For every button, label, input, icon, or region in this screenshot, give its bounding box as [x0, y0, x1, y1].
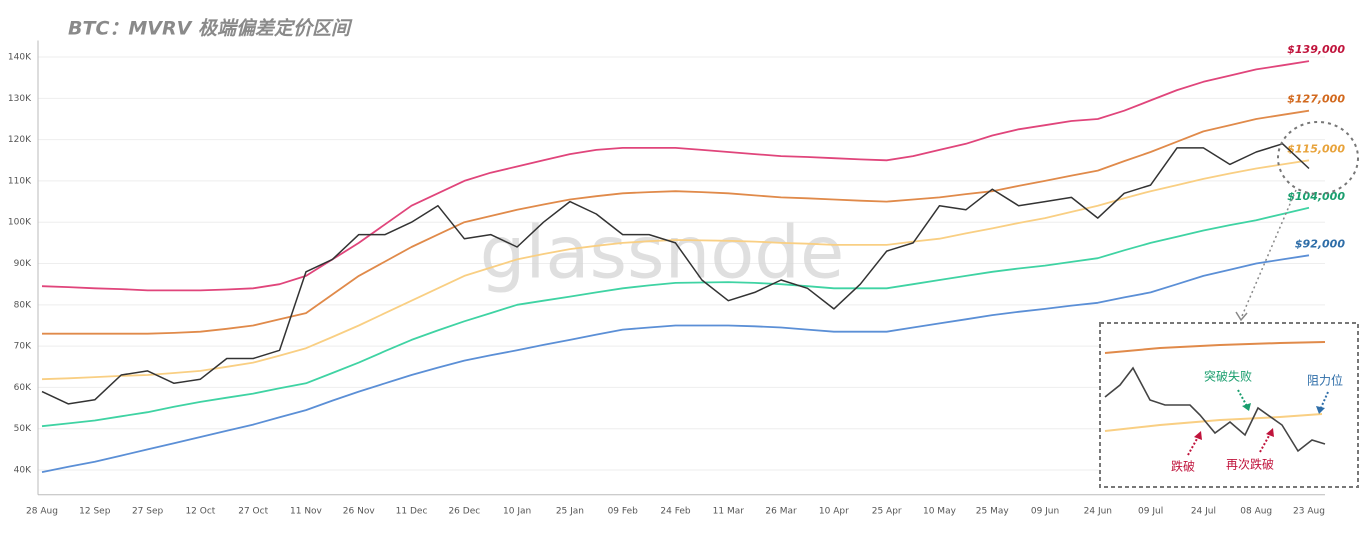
- x-tick-label: 09 Feb: [608, 507, 639, 517]
- series-line: [41, 159, 1310, 381]
- series-line: [42, 109, 1310, 335]
- grid-layer: 40K 50K 60K 70K 80K 90K 100K 110K 120K 130K 140K 28…: [8, 40, 1325, 517]
- y-tick-label: 90K: [14, 259, 32, 269]
- series-end-label: $127,000: [1287, 93, 1345, 106]
- annotation-arrow-head: [1266, 428, 1274, 437]
- x-tick-label: 28 Aug: [26, 507, 58, 517]
- inset-line: [1104, 341, 1326, 354]
- annotation-arrow-head: [1194, 431, 1202, 440]
- y-tick-label: 130K: [8, 94, 32, 104]
- x-tick-label: 24 Jun: [1084, 507, 1112, 517]
- inset-line: [1104, 366, 1326, 453]
- annotation-arrow-head: [1316, 406, 1325, 414]
- y-tick-label: 80K: [14, 300, 32, 310]
- y-tick-label: 40K: [14, 466, 32, 476]
- zoom-arrow-head: [1235, 311, 1248, 322]
- series-line: [41, 143, 1310, 405]
- chart-title: BTC：MVRV 极端偏差定价区间: [68, 18, 353, 40]
- series-line: [41, 60, 1310, 292]
- series-end-label: $92,000: [1295, 237, 1345, 250]
- y-tick-label: 100K: [8, 218, 32, 228]
- x-tick-label: 25 Jan: [556, 507, 584, 517]
- x-tick-label: 12 Sep: [79, 507, 111, 517]
- y-tick-label: 120K: [8, 135, 32, 145]
- series-end-label: $104,000: [1287, 190, 1345, 203]
- y-tick-label: 140K: [8, 53, 32, 63]
- series-line: [41, 254, 1310, 473]
- annotation-arrow-head: [1242, 403, 1251, 411]
- x-tick-label: 10 Apr: [819, 507, 849, 517]
- x-tick-label: 11 Nov: [290, 507, 323, 517]
- x-tick-label: 10 Jan: [503, 507, 531, 517]
- x-tick-label: 27 Oct: [238, 507, 268, 517]
- x-tick-label: 24 Jul: [1191, 507, 1216, 517]
- x-tick-label: 26 Nov: [343, 507, 376, 517]
- zoom-arrow: [1241, 189, 1297, 317]
- y-tick-label: 70K: [14, 342, 32, 352]
- annotation-arrow: [1187, 436, 1199, 456]
- x-tick-label: 10 May: [923, 507, 957, 517]
- x-tick-label: 23 Aug: [1293, 507, 1325, 517]
- x-tick-label: 11 Dec: [396, 507, 428, 517]
- x-tick-label: 09 Jul: [1138, 507, 1163, 517]
- x-tick-label: 25 May: [976, 507, 1010, 517]
- x-tick-label: 25 Apr: [872, 507, 902, 517]
- inset-line: [1104, 413, 1323, 432]
- series-end-label: $139,000: [1287, 43, 1345, 56]
- annotation-arrow: [1259, 433, 1271, 453]
- x-tick-label: 11 Mar: [713, 507, 745, 517]
- annotation-arrow: [1319, 391, 1329, 411]
- annotation: 突破失败: [1204, 369, 1252, 384]
- y-tick-label: 50K: [14, 424, 32, 434]
- x-tick-label: 24 Feb: [660, 507, 691, 517]
- x-tick-label: 27 Sep: [132, 507, 164, 517]
- series-end-label: $115,000: [1287, 142, 1345, 155]
- y-tick-label: 60K: [14, 383, 32, 393]
- series-line: [41, 206, 1310, 428]
- annotation: 再次跌破: [1226, 457, 1274, 472]
- inset: 突破失败 阻力位 跌破 再次跌破: [1099, 322, 1359, 488]
- annotation: 阻力位: [1307, 373, 1343, 388]
- highlight-circle: [1277, 121, 1359, 195]
- x-tick-label: 26 Dec: [448, 507, 480, 517]
- line-layer: $139,000 $127,000 $115,000 $104,000 $92,000: [41, 43, 1345, 473]
- x-tick-label: 26 Mar: [765, 507, 797, 517]
- x-tick-label: 12 Oct: [185, 507, 215, 517]
- x-tick-label: 09 Jun: [1031, 507, 1059, 517]
- inset-box: [1099, 322, 1359, 488]
- x-tick-label: 08 Aug: [1240, 507, 1272, 517]
- annotation: 跌破: [1171, 459, 1195, 474]
- y-tick-label: 110K: [8, 176, 32, 186]
